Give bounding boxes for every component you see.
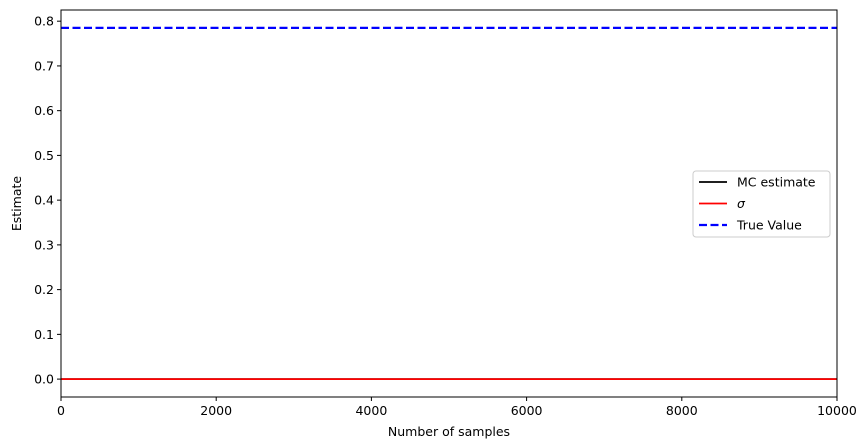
y-tick-label-0: 0.0 — [34, 372, 54, 387]
y-tick-label-4: 0.4 — [34, 193, 54, 208]
y-tick-label-6: 0.6 — [34, 103, 54, 118]
y-tick-label-1: 0.1 — [34, 327, 54, 342]
y-tick-label-5: 0.5 — [34, 148, 54, 163]
legend-label-2: True Value — [736, 218, 802, 233]
x-tick-label-5: 10000 — [817, 403, 857, 418]
legend-box — [692, 170, 831, 238]
y-tick-label-2: 0.2 — [34, 282, 54, 297]
y-tick-label-8: 0.8 — [34, 14, 54, 29]
y-tick-label-7: 0.7 — [34, 58, 54, 73]
x-tick-label-1: 2000 — [200, 403, 232, 418]
x-axis-label: Number of samples — [388, 424, 510, 439]
legend-label-0: MC estimate — [737, 175, 816, 190]
legend-label-1: σ — [737, 196, 746, 211]
x-tick-label-0: 0 — [57, 403, 65, 418]
plot-frame — [60, 9, 838, 398]
axes-layer: 0 2000 4000 6000 8000 10000 0.0 0.1 0.2 0.3 0.4 0.5… — [34, 14, 857, 418]
x-tick-label-4: 8000 — [666, 403, 698, 418]
x-tick-label-2: 4000 — [355, 403, 387, 418]
legend: MC estimate σ True Value — [692, 170, 831, 238]
y-tick-label-3: 0.3 — [34, 237, 54, 252]
y-axis-label: Estimate — [9, 176, 24, 232]
x-tick-label-3: 6000 — [511, 403, 543, 418]
series-layer — [61, 26, 837, 381]
